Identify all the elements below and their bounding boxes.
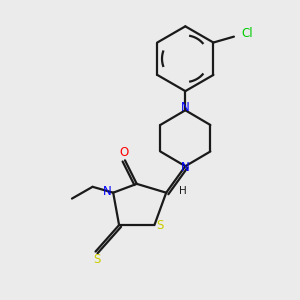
Text: O: O	[119, 146, 128, 159]
Text: N: N	[181, 161, 190, 174]
Text: S: S	[156, 219, 164, 232]
Text: N: N	[103, 185, 112, 198]
Text: H: H	[178, 186, 186, 196]
Text: Cl: Cl	[241, 27, 253, 40]
Text: S: S	[93, 253, 101, 266]
Text: N: N	[181, 101, 190, 114]
